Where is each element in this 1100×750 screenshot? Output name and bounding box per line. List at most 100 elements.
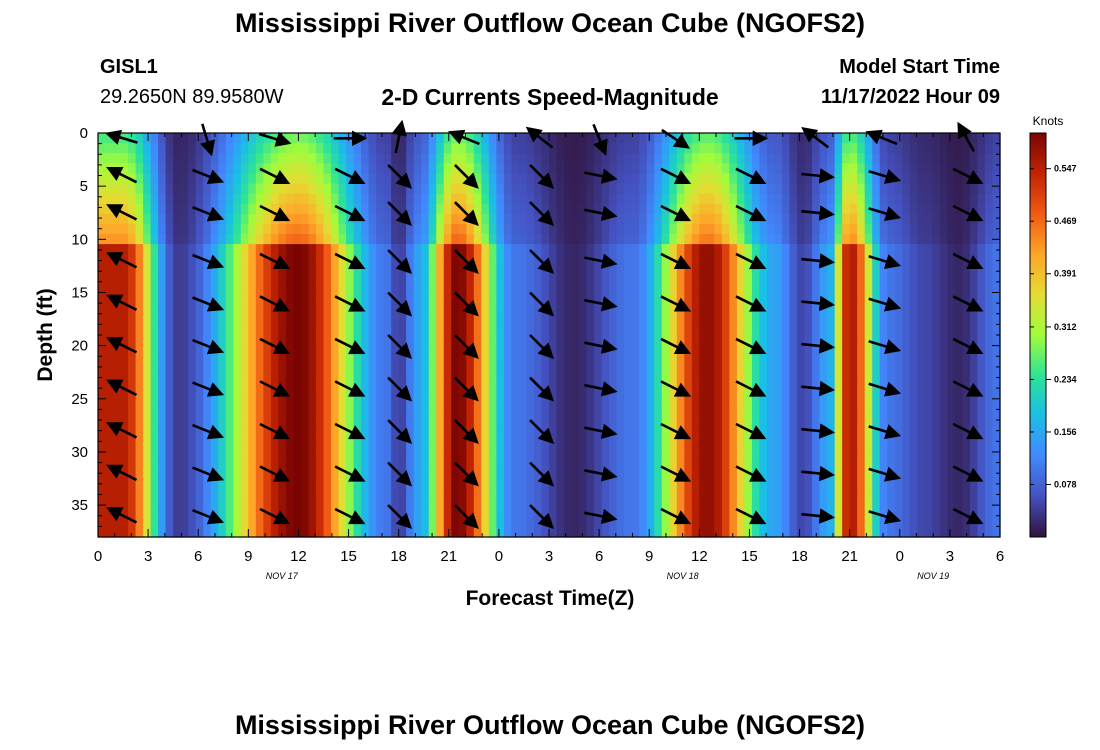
heatmap-cell [812, 466, 821, 477]
heatmap-cell [436, 244, 445, 255]
heatmap-cell [428, 375, 437, 387]
heatmap-cell [684, 264, 693, 275]
heatmap-cell [248, 193, 257, 205]
heatmap-cell [932, 526, 941, 538]
heatmap-cell [834, 375, 843, 387]
heatmap-cell [842, 395, 851, 407]
heatmap-cell [143, 496, 152, 508]
heatmap-cell [849, 183, 858, 195]
heatmap-cell [338, 365, 347, 376]
heatmap-cell [947, 173, 956, 185]
heatmap-cell [819, 274, 828, 286]
heatmap-cell [270, 284, 279, 296]
heatmap-cell [128, 335, 137, 346]
heatmap-cell [834, 314, 843, 326]
heatmap-cell [774, 375, 783, 387]
heatmap-cell [315, 395, 325, 407]
heatmap-cell [218, 405, 227, 417]
heatmap-cell [729, 234, 738, 245]
heatmap-cell [646, 213, 655, 225]
heatmap-cell [308, 284, 317, 296]
heatmap-cell [255, 375, 264, 387]
heatmap-cell [255, 143, 264, 154]
heatmap-cell [466, 506, 475, 518]
heatmap-cell [481, 506, 490, 518]
heatmap-cell [857, 284, 866, 296]
heatmap-cell [361, 405, 370, 417]
heatmap-cell [120, 405, 129, 417]
heatmap-cell [917, 234, 926, 245]
heatmap-cell [315, 335, 325, 346]
heatmap-cell [421, 193, 430, 205]
heatmap-cell [594, 284, 603, 296]
heatmap-cell [255, 436, 264, 447]
heatmap-cell [616, 335, 625, 346]
heatmap-cell [436, 193, 445, 205]
heatmap-cell [263, 254, 272, 265]
heatmap-cell [849, 385, 858, 397]
heatmap-cell [797, 203, 806, 215]
heatmap-cell [924, 365, 933, 376]
heatmap-cell [827, 436, 836, 447]
heatmap-cell [165, 274, 174, 286]
heatmap-cell [188, 294, 197, 306]
heatmap-cell [624, 395, 633, 407]
heatmap-cell [105, 486, 114, 498]
heatmap-cell [706, 153, 715, 164]
heatmap-cell [300, 496, 310, 508]
heatmap-cell [984, 324, 994, 336]
heatmap-cell [917, 133, 926, 144]
heatmap-cell [699, 183, 708, 195]
heatmap-cell [631, 345, 640, 356]
heatmap-cell [782, 254, 791, 265]
heatmap-cell [383, 153, 392, 164]
heatmap-cell [774, 163, 783, 174]
heatmap-cell [263, 365, 272, 376]
heatmap-cell [789, 345, 798, 356]
heatmap-cell [315, 153, 325, 164]
heatmap-cell [947, 345, 956, 356]
heatmap-cell [947, 425, 956, 437]
heatmap-cell [308, 173, 317, 185]
heatmap-cell [751, 234, 761, 245]
heatmap-cell [571, 223, 580, 235]
heatmap-cell [225, 415, 234, 427]
heatmap-cell [706, 446, 715, 457]
heatmap-cell [609, 324, 618, 336]
heatmap-cell [797, 264, 806, 275]
heatmap-cell [669, 183, 678, 195]
heatmap-cell [300, 183, 310, 195]
heatmap-cell [736, 143, 746, 154]
heatmap-cell [924, 456, 933, 467]
heatmap-cell [135, 486, 144, 498]
heatmap-cell [684, 284, 693, 296]
heatmap-cell [120, 395, 129, 407]
heatmap-cell [143, 405, 152, 417]
heatmap-cell [413, 294, 422, 306]
heatmap-cell [729, 143, 738, 154]
heatmap-cell [564, 385, 573, 397]
heatmap-cell [654, 294, 663, 306]
heatmap-cell [398, 395, 407, 407]
heatmap-cell [173, 506, 182, 518]
heatmap-cell [661, 375, 670, 387]
heatmap-cell [586, 446, 595, 457]
heatmap-cell [496, 486, 505, 498]
heatmap-cell [188, 264, 197, 275]
heatmap-cell [270, 375, 279, 387]
heatmap-cell [368, 294, 377, 306]
heatmap-cell [376, 314, 385, 326]
heatmap-cell [285, 526, 295, 538]
heatmap-cell [962, 153, 971, 164]
heatmap-cell [594, 506, 603, 518]
heatmap-cell [511, 314, 520, 326]
heatmap-cell [721, 476, 730, 488]
heatmap-cell [684, 314, 693, 326]
heatmap-cell [323, 143, 332, 154]
heatmap-cell [158, 203, 167, 215]
heatmap-cell [421, 466, 430, 477]
heatmap-cell [413, 203, 422, 215]
heatmap-cell [518, 284, 528, 296]
heatmap-cell [195, 436, 204, 447]
heatmap-cell [759, 415, 768, 427]
